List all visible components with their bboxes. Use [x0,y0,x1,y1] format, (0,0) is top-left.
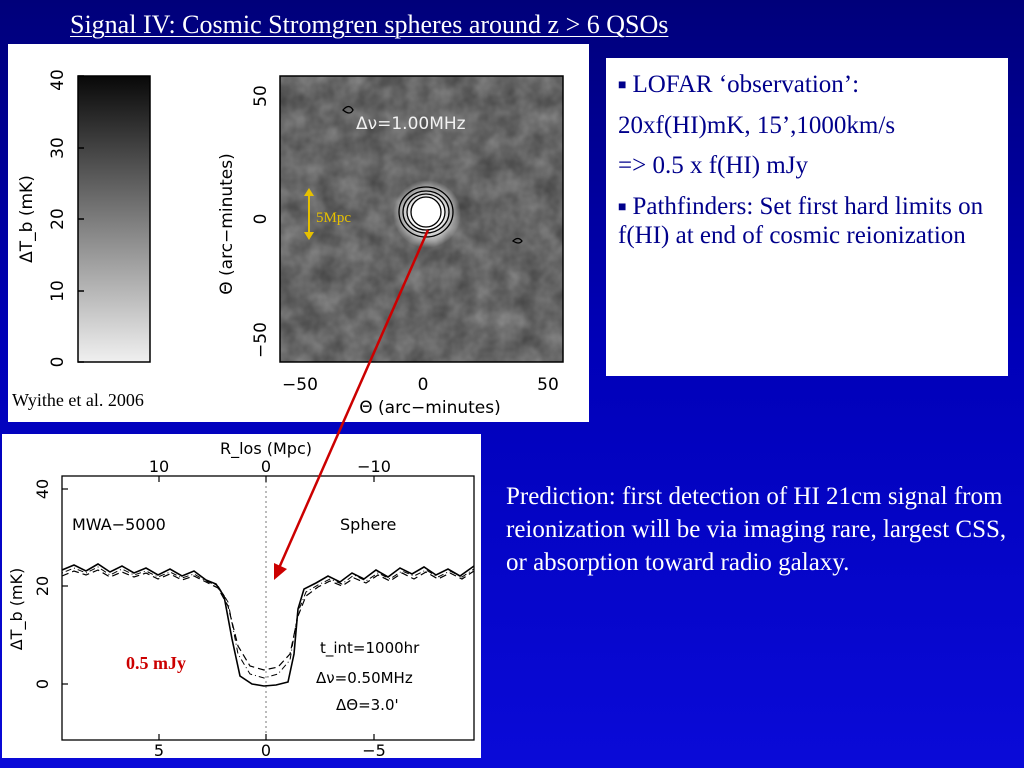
flux-annotation: 0.5 mJy [126,653,186,673]
top-tick: −10 [357,457,391,476]
instrument-label: MWA−5000 [72,515,166,534]
colorbar-label: ΔT_b (mK) [17,175,37,263]
y-tick: −50 [251,322,271,358]
colorbar: 0 10 20 30 40 ΔT_b (mK) [17,69,151,368]
map-channel-label: Δν=1.00MHz [356,114,466,134]
stromgren-map-figure: 0 10 20 30 40 ΔT_b (mK) Δν=1.00MHz [8,44,589,422]
bottom-tick: 0 [261,741,271,758]
bullet-square-icon: ■ [618,78,627,93]
x-tick: 50 [537,375,559,395]
prediction-text: Prediction: first detection of HI 21cm s… [506,483,1007,576]
x-tick: −50 [282,375,318,395]
colorbar-tick: 30 [48,137,68,159]
colorbar-tick: 20 [48,208,68,230]
scale-bar-label: 5Mpc [316,210,351,226]
top-tick: 10 [149,457,169,476]
bandwidth-label: Δν=0.50MHz [316,669,413,687]
top-axis-label: R_los (Mpc) [220,439,312,459]
curve-dashed [61,569,475,671]
curve-dotdash [61,566,475,679]
resolution-label: ΔΘ=3.0' [336,696,399,714]
y-tick: 0 [251,214,271,225]
infobox-bullet-2: Pathfinders: Set first hard limits on f(… [618,192,984,250]
y-axis-label: Θ (arc−minutes) [217,153,237,295]
profile-curves [61,563,475,687]
y-axis-label: ΔT_b (mK) [7,568,27,651]
x-axis-label: Θ (arc−minutes) [359,398,501,418]
colorbar-tick: 0 [48,357,68,368]
figure-credit: Wyithe et al. 2006 [12,390,144,410]
infobox-bullet-1: LOFAR ‘observation’: [632,71,860,98]
infobox-line-2: 20xf(HI)mK, 15’,1000km/s [618,111,896,139]
top-tick: 0 [261,457,271,476]
infobox-line-3: => 0.5 x f(HI) mJy [618,152,808,179]
integration-time-label: t_int=1000hr [320,639,420,658]
x-tick: 0 [418,375,429,395]
curve-solid [61,563,475,687]
colorbar-tick: 40 [48,69,68,91]
bullet-square-icon: ■ [618,199,627,215]
bottom-tick: 5 [154,741,164,758]
slide-title: Signal IV: Cosmic Stromgren spheres arou… [70,10,669,39]
y-tick: 20 [33,576,52,596]
bottom-tick: −5 [362,741,386,758]
y-tick: 0 [33,679,52,689]
brightness-map: Δν=1.00MHz 5Mpc [279,75,564,363]
y-tick: 40 [33,479,52,499]
model-label: Sphere [340,515,396,534]
lofar-infobox: ■ LOFAR ‘observation’: 20xf(HI)mK, 15’,10… [606,58,1008,376]
y-tick: 50 [251,85,271,107]
profile-plot-figure: R_los (Mpc) 10 0 −10 5 0 −5 40 20 0 ΔT_b… [2,434,481,760]
colorbar-tick: 10 [48,280,68,302]
